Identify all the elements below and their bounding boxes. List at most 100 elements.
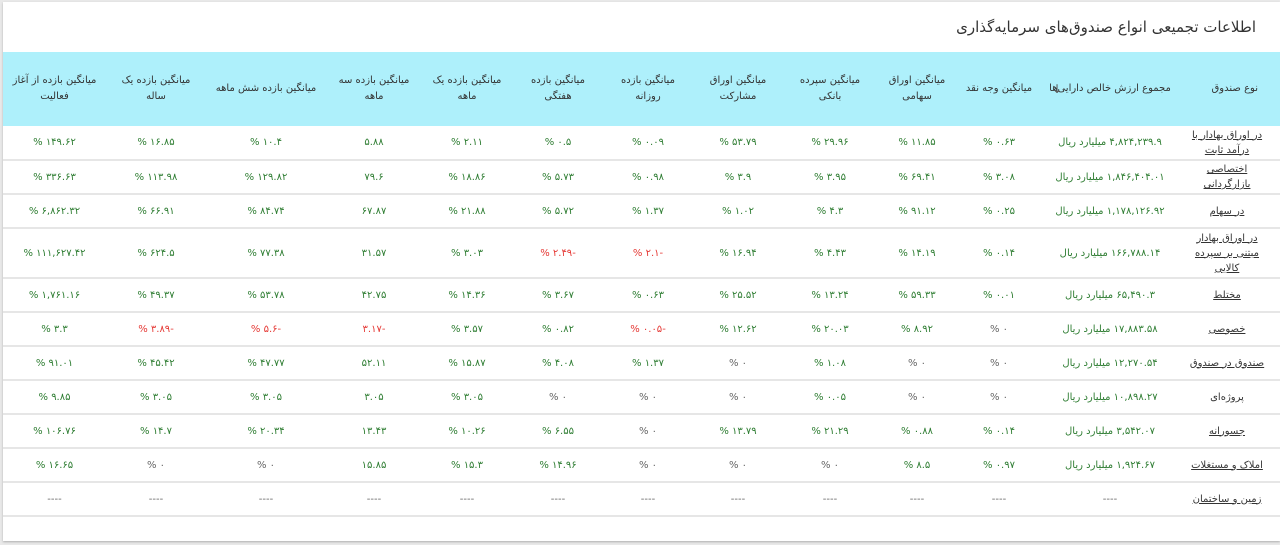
col-avg-stocks[interactable]: میانگین اوراق سهامی <box>888 75 946 102</box>
cell-total-nav: ۱,۸۴۶,۴۰۴.۰۱ میلیارد ریال <box>1040 160 1180 195</box>
cell-avg-bank-deposit: ۲۱.۲۹ % <box>784 414 876 449</box>
cell-avg-6month-return: ---- <box>206 482 326 517</box>
cell-avg-daily-return: ۰.۹۸ % <box>604 160 692 195</box>
cell-total-nav: ۱,۹۲۴.۶۷ میلیارد ریال <box>1040 448 1180 483</box>
cell-avg-bank-deposit: ۴.۴۳ % <box>784 228 876 279</box>
table-row: خصوصی ۱۷,۸۸۳.۵۸ میلیارد ریال ۰ % ۸.۹۲ % ۲۰.۰… <box>3 312 1280 347</box>
cell-total-nav: ۱۷,۸۸۳.۵۸ میلیارد ریال <box>1040 312 1180 347</box>
col-avg-inception-return[interactable]: میانگین بازده از آغاز فعالیت <box>12 75 97 102</box>
col-fund-type[interactable]: نوع صندوق <box>1211 83 1258 94</box>
cell-avg-1year-return: ۴۵.۴۲ % <box>106 346 206 381</box>
cell-avg-bonds: ۰ % <box>692 380 784 415</box>
fund-type-link[interactable]: زمین و ساختمان <box>1192 493 1262 505</box>
cell-avg-daily-return: -۰.۰۵ % <box>604 312 692 347</box>
cell-fund-type: در اوراق بهادار مبتنی بر سپرده کالایی <box>1180 228 1280 279</box>
cell-avg-1month-return: ۱۵.۸۷ % <box>422 346 512 381</box>
fund-type-link[interactable]: در سهام <box>1209 205 1245 217</box>
cell-fund-type: جسورانه <box>1180 414 1280 449</box>
cell-avg-1month-return: ۳.۰۵ % <box>422 380 512 415</box>
table-row: زمین و ساختمان ---- ---- ---- ---- ---- ---- --… <box>3 482 1280 517</box>
fund-type-link[interactable]: املاک و مستغلات <box>1191 459 1263 471</box>
cell-avg-3month-return: ۷۹.۶ <box>326 160 422 195</box>
cell-avg-inception-return: ۱,۷۶۱.۱۶ % <box>3 278 106 313</box>
cell-avg-inception-return: ۳۳۶.۶۳ % <box>3 160 106 195</box>
col-avg-bank-deposit[interactable]: میانگین سپرده بانکی <box>799 75 861 102</box>
fund-type-link[interactable]: جسورانه <box>1208 425 1246 437</box>
cell-avg-6month-return: ۵۳.۷۸ % <box>206 278 326 313</box>
cell-fund-type: مختلط <box>1180 278 1280 313</box>
cell-avg-6month-return: ۰ % <box>206 448 326 483</box>
col-avg-daily-return[interactable]: میانگین بازده روزانه <box>621 75 675 102</box>
col-avg-cash[interactable]: میانگین وجه نقد <box>965 83 1033 94</box>
sort-arrow-down-icon[interactable]: ↓ <box>1052 82 1063 96</box>
cell-fund-type: در اوراق بهادار با درآمد ثابت <box>1180 126 1280 161</box>
cell-avg-cash: ۰ % <box>958 312 1040 347</box>
cell-avg-weekly-return: ---- <box>512 482 604 517</box>
cell-avg-cash: ۰.۹۷ % <box>958 448 1040 483</box>
col-avg-1month-return[interactable]: میانگین بازده یک ماهه <box>432 75 502 102</box>
cell-avg-1month-return: ۲۱.۸۸ % <box>422 194 512 229</box>
cell-avg-daily-return: ۰.۶۳ % <box>604 278 692 313</box>
fund-type-link[interactable]: اختصاصی بازارگردانی <box>1203 164 1251 190</box>
col-avg-6month-return[interactable]: میانگین بازده شش ماهه <box>215 83 317 94</box>
cell-avg-bank-deposit: ۳.۹۵ % <box>784 160 876 195</box>
cell-avg-daily-return: ۰ % <box>604 414 692 449</box>
fund-type-link[interactable]: در اوراق بهادار مبتنی بر سپرده کالایی <box>1194 232 1259 274</box>
col-avg-bonds[interactable]: میانگین اوراق مشارکت <box>709 75 767 102</box>
cell-avg-weekly-return: ۰ % <box>512 380 604 415</box>
table-body: در اوراق بهادار با درآمد ثابت ۴,۸۲۴,۲۳۹.۹… <box>3 126 1280 517</box>
cell-avg-weekly-return: ۴.۰۸ % <box>512 346 604 381</box>
cell-avg-6month-return: ۴۷.۷۷ % <box>206 346 326 381</box>
col-avg-weekly-return[interactable]: میانگین بازده هفتگی <box>531 75 585 102</box>
cell-avg-weekly-return: ۰.۵ % <box>512 126 604 161</box>
cell-total-nav: ۱,۱۷۸,۱۲۶.۹۲ میلیارد ریال <box>1040 194 1180 229</box>
fund-summary-table: نوع صندوق مجموع ارزش خالص دارایی‌ها ↓ می… <box>3 52 1280 517</box>
cell-avg-cash: ۰ % <box>958 380 1040 415</box>
cell-avg-cash: ---- <box>958 482 1040 517</box>
cell-avg-6month-return: ۱۰.۴ % <box>206 126 326 161</box>
cell-avg-inception-return: ۶,۸۶۲.۳۲ % <box>3 194 106 229</box>
cell-avg-3month-return: ۶۷.۸۷ <box>326 194 422 229</box>
cell-avg-1month-return: ۱۵.۳ % <box>422 448 512 483</box>
cell-avg-6month-return: ۸۴.۷۴ % <box>206 194 326 229</box>
cell-avg-1year-return: ۶۲۴.۵ % <box>106 228 206 279</box>
fund-type-link[interactable]: مختلط <box>1213 289 1241 301</box>
cell-avg-daily-return: ۰ % <box>604 380 692 415</box>
cell-avg-weekly-return: ۱۴.۹۶ % <box>512 448 604 483</box>
cell-avg-bank-deposit: ۲۹.۹۶ % <box>784 126 876 161</box>
col-total-nav[interactable]: مجموع ارزش خالص دارایی‌ها ↓ <box>1040 52 1180 126</box>
table-row: مختلط ۶۵,۴۹۰.۳ میلیارد ریال ۰.۰۱ % ۵۹.۳۳ % ۱… <box>3 278 1280 313</box>
fund-type-link[interactable]: در اوراق بهادار با درآمد ثابت <box>1191 129 1263 156</box>
cell-avg-daily-return: ۱.۳۷ % <box>604 346 692 381</box>
cell-avg-weekly-return: ۵.۷۲ % <box>512 194 604 229</box>
cell-total-nav: ۴,۸۲۴,۲۳۹.۹ میلیارد ریال <box>1040 126 1180 161</box>
cell-avg-inception-return: ۱۱۱,۶۲۷.۴۲ % <box>3 228 106 279</box>
table-row: در سهام ۱,۱۷۸,۱۲۶.۹۲ میلیارد ریال ۰.۲۵ % ۹۱… <box>3 194 1280 229</box>
cell-avg-1month-return: ۳.۰۳ % <box>422 228 512 279</box>
col-avg-1year-return[interactable]: میانگین بازده یک ساله <box>121 75 191 102</box>
cell-avg-inception-return: ۳.۳ % <box>3 312 106 347</box>
cell-avg-bonds: ۰ % <box>692 346 784 381</box>
cell-avg-inception-return: ---- <box>3 482 106 517</box>
table-row: املاک و مستغلات ۱,۹۲۴.۶۷ میلیارد ریال ۰.۹۷… <box>3 448 1280 483</box>
cell-avg-bank-deposit: ۱.۰۸ % <box>784 346 876 381</box>
cell-avg-stocks: ۹۱.۱۲ % <box>876 194 958 229</box>
fund-type-link[interactable]: صندوق در صندوق <box>1189 357 1265 369</box>
cell-avg-weekly-return: ۳.۶۷ % <box>512 278 604 313</box>
cell-avg-daily-return: ---- <box>604 482 692 517</box>
cell-avg-3month-return: ۵.۸۸ <box>326 126 422 161</box>
cell-avg-3month-return: ۱۵.۸۵ <box>326 448 422 483</box>
table-row: پروژه‌ای ۱۰,۸۹۸.۲۷ میلیارد ریال ۰ % ۰ % ۰.۰۵… <box>3 380 1280 415</box>
cell-avg-daily-return: ۰.۰۹ % <box>604 126 692 161</box>
cell-avg-stocks: ۰.۸۸ % <box>876 414 958 449</box>
cell-avg-6month-return: ۳.۰۵ % <box>206 380 326 415</box>
cell-avg-3month-return: ۵۲.۱۱ <box>326 346 422 381</box>
cell-avg-1year-return: ۰ % <box>106 448 206 483</box>
col-total-nav-label: مجموع ارزش خالص دارایی‌ها <box>1049 83 1171 94</box>
fund-type-link[interactable]: خصوصی <box>1208 323 1246 335</box>
cell-avg-1month-return: ۳.۵۷ % <box>422 312 512 347</box>
page-title: اطلاعات تجمیعی انواع صندوق‌های سرمایه‌گذ… <box>956 18 1256 36</box>
table-row: در اوراق بهادار با درآمد ثابت ۴,۸۲۴,۲۳۹.۹… <box>3 126 1280 161</box>
col-avg-3month-return[interactable]: میانگین بازده سه ماهه <box>338 75 410 102</box>
cell-avg-3month-return: ۴۲.۷۵ <box>326 278 422 313</box>
